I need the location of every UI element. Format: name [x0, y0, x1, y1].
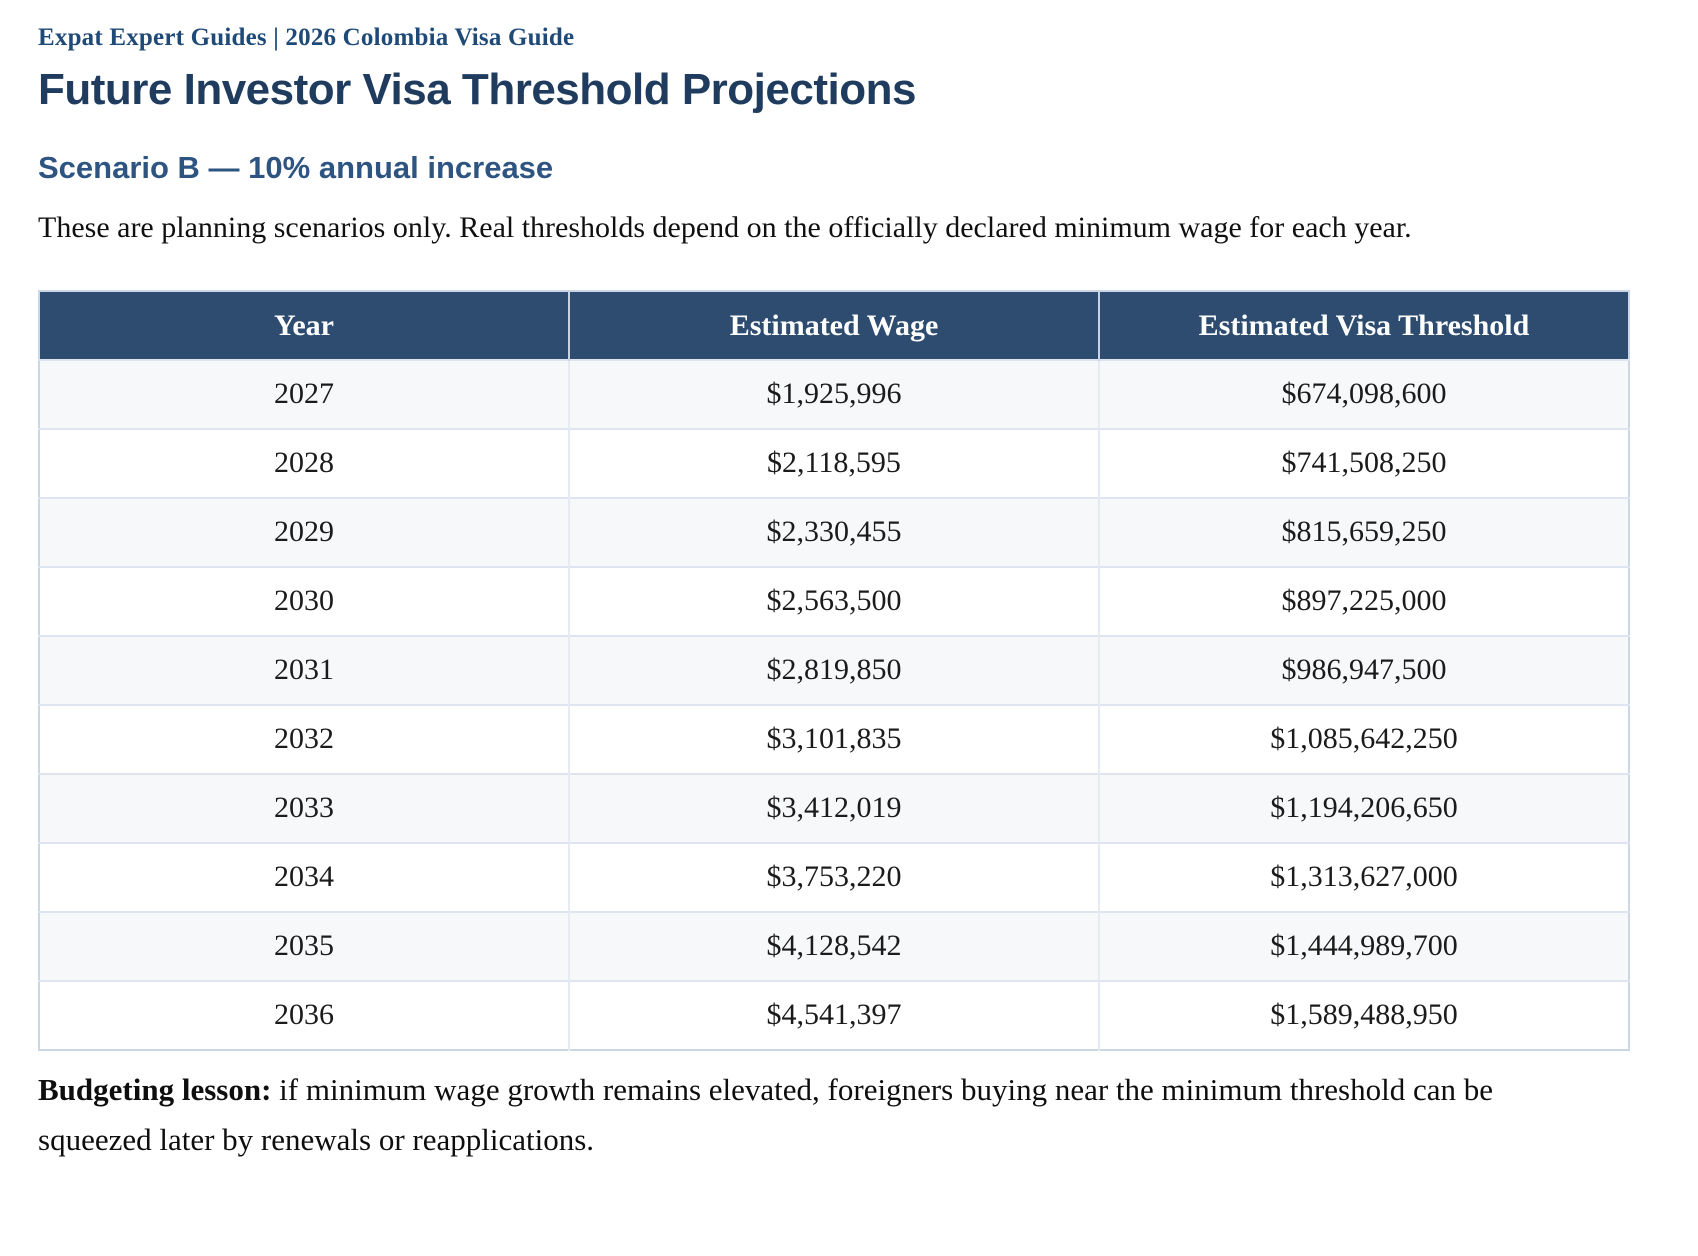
- page-title: Future Investor Visa Threshold Projectio…: [38, 65, 916, 114]
- cell-wage: $2,563,500: [569, 566, 1100, 636]
- table-header-row: Year Estimated Wage Estimated Visa Thres…: [39, 291, 1629, 360]
- table-row: 2033 $3,412,019 $1,194,206,650: [39, 773, 1629, 843]
- table-row: 2036 $4,541,397 $1,589,488,950: [39, 980, 1629, 1050]
- cell-year: 2028: [39, 428, 570, 498]
- projection-table: Year Estimated Wage Estimated Visa Thres…: [38, 290, 1630, 1051]
- cell-year: 2034: [39, 842, 570, 912]
- column-header-estimated-wage: Estimated Wage: [569, 291, 1100, 360]
- cell-threshold: $897,225,000: [1099, 566, 1629, 636]
- cell-wage: $3,101,835: [569, 704, 1100, 774]
- cell-wage: $2,330,455: [569, 497, 1100, 567]
- table-row: 2029 $2,330,455 $815,659,250: [39, 497, 1629, 567]
- scenario-heading: Scenario B — 10% annual increase: [38, 150, 554, 185]
- page-container: Expat Expert Guides | 2026 Colombia Visa…: [38, 24, 1630, 1165]
- cell-wage: $4,541,397: [569, 980, 1100, 1050]
- cell-threshold: $1,589,488,950: [1099, 980, 1629, 1050]
- cell-year: 2032: [39, 704, 570, 774]
- table-row: 2028 $2,118,595 $741,508,250: [39, 428, 1629, 498]
- table-row: 2027 $1,925,996 $674,098,600: [39, 359, 1629, 429]
- breadcrumb: Expat Expert Guides | 2026 Colombia Visa…: [38, 24, 575, 51]
- cell-threshold: $986,947,500: [1099, 635, 1629, 705]
- column-header-year: Year: [39, 291, 570, 360]
- cell-year: 2031: [39, 635, 570, 705]
- cell-wage: $3,753,220: [569, 842, 1100, 912]
- cell-threshold: $1,313,627,000: [1099, 842, 1629, 912]
- cell-wage: $3,412,019: [569, 773, 1100, 843]
- cell-wage: $2,819,850: [569, 635, 1100, 705]
- cell-wage: $2,118,595: [569, 428, 1100, 498]
- cell-year: 2033: [39, 773, 570, 843]
- cell-threshold: $674,098,600: [1099, 359, 1629, 429]
- cell-wage: $1,925,996: [569, 359, 1100, 429]
- cell-threshold: $741,508,250: [1099, 428, 1629, 498]
- table-row: 2031 $2,819,850 $986,947,500: [39, 635, 1629, 705]
- cell-threshold: $1,444,989,700: [1099, 911, 1629, 981]
- column-header-estimated-visa-threshold: Estimated Visa Threshold: [1099, 291, 1629, 360]
- table-row: 2032 $3,101,835 $1,085,642,250: [39, 704, 1629, 774]
- budgeting-note: Budgeting lesson: if minimum wage growth…: [38, 1065, 1568, 1165]
- cell-year: 2035: [39, 911, 570, 981]
- cell-wage: $4,128,542: [569, 911, 1100, 981]
- cell-year: 2036: [39, 980, 570, 1050]
- budgeting-note-body: if minimum wage growth remains elevated,…: [38, 1072, 1494, 1157]
- table-row: 2030 $2,563,500 $897,225,000: [39, 566, 1629, 636]
- table-body: 2027 $1,925,996 $674,098,600 2028 $2,118,595…: [39, 359, 1629, 1050]
- cell-year: 2029: [39, 497, 570, 567]
- table-row: 2035 $4,128,542 $1,444,989,700: [39, 911, 1629, 981]
- table-row: 2034 $3,753,220 $1,313,627,000: [39, 842, 1629, 912]
- cell-year: 2030: [39, 566, 570, 636]
- intro-text: These are planning scenarios only. Real …: [38, 211, 1412, 244]
- budgeting-note-lead: Budgeting lesson:: [38, 1072, 272, 1107]
- cell-threshold: $1,194,206,650: [1099, 773, 1629, 843]
- cell-year: 2027: [39, 359, 570, 429]
- cell-threshold: $1,085,642,250: [1099, 704, 1629, 774]
- cell-threshold: $815,659,250: [1099, 497, 1629, 567]
